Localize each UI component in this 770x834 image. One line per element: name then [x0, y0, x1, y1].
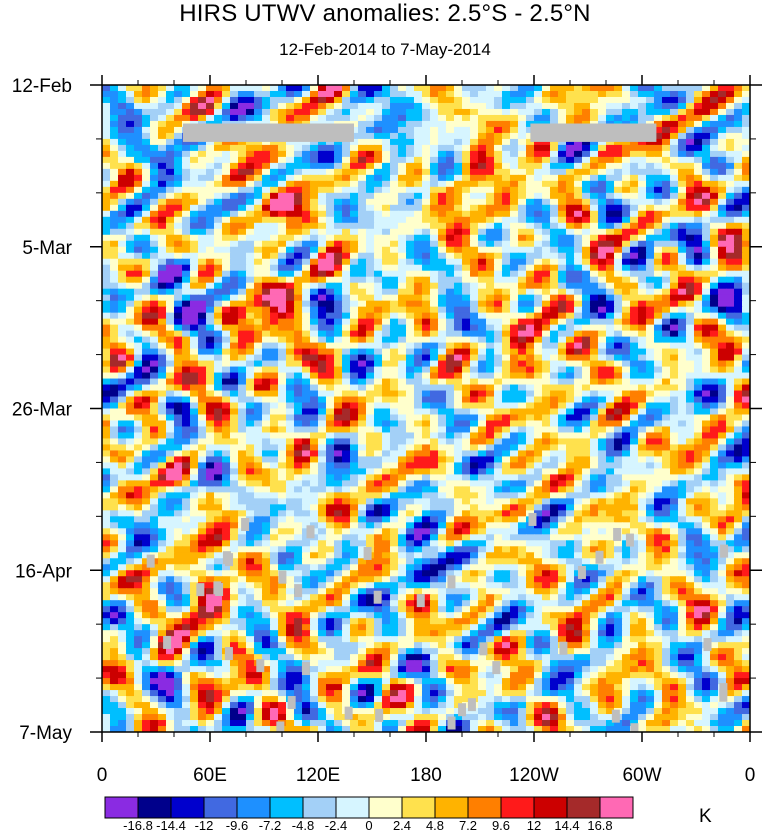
missing-data-cell — [344, 706, 353, 720]
x-tick-label: 0 — [97, 765, 108, 786]
missing-data-cell — [528, 512, 537, 526]
missing-data-cell — [595, 550, 604, 564]
colorbar-level-label: 0 — [365, 818, 372, 833]
missing-data-cell — [241, 518, 250, 532]
missing-data-cell — [559, 641, 568, 655]
chart-subtitle: 12-Feb-2014 to 7-May-2014 — [279, 40, 491, 59]
colorbar-level-label: -14.4 — [156, 818, 186, 833]
missing-data-cell — [613, 527, 622, 541]
colorbar-swatch — [599, 796, 634, 819]
missing-data-cell — [412, 731, 421, 732]
missing-data-cell — [196, 583, 205, 597]
y-tick-label: 16-Apr — [15, 561, 73, 582]
missing-data-bar — [530, 123, 657, 142]
y-tick-label: 26-Mar — [12, 400, 73, 421]
colorbar-swatch — [104, 796, 139, 819]
colorbar-level-label: -9.6 — [226, 818, 248, 833]
colorbar-swatch — [500, 796, 535, 819]
missing-data-cell — [467, 698, 476, 712]
colorbar-level-label: -4.8 — [292, 818, 314, 833]
missing-data-cell — [373, 590, 382, 604]
colorbar-swatch — [170, 796, 205, 819]
colorbar-swatch — [335, 796, 370, 819]
missing-data-cell — [146, 554, 155, 568]
missing-data-cell — [294, 584, 303, 598]
missing-data-cell — [625, 533, 634, 547]
colorbar-swatch — [137, 796, 172, 819]
y-tick-label: 12-Feb — [12, 76, 72, 97]
missing-data-cell — [375, 708, 384, 722]
colorbar-swatch — [533, 796, 568, 819]
colorbar-level-label: 4.8 — [426, 818, 444, 833]
missing-data-cell — [703, 638, 712, 652]
missing-data-cell — [447, 575, 456, 589]
colorbar-swatch — [236, 796, 271, 819]
missing-data-cell — [163, 635, 172, 649]
missing-data-cell — [301, 662, 310, 676]
missing-data-cell — [306, 525, 315, 539]
colorbar-unit-label: K — [699, 806, 712, 827]
chart-title: HIRS UTWV anomalies: 2.5°S - 2.5°N — [179, 0, 591, 27]
colorbar-level-label: 7.2 — [459, 818, 477, 833]
colorbar: -16.8 -14.4 -12 -9.6 -7.2 -4.8 -2.4 0 2.4 4.8 7.2 9… — [104, 796, 634, 833]
missing-data-cell — [447, 716, 456, 730]
colorbar-level-label: -16.8 — [123, 818, 153, 833]
missing-data-cell — [458, 703, 467, 717]
missing-data-cell — [215, 583, 224, 597]
colorbar-swatch — [566, 796, 601, 819]
missing-data-cell — [276, 721, 285, 732]
x-tick-label: 120W — [509, 765, 559, 786]
colorbar-level-label: 9.6 — [492, 818, 510, 833]
missing-data-bar — [183, 123, 354, 142]
missing-data-cell — [224, 647, 233, 661]
colorbar-level-label: -12 — [195, 818, 214, 833]
colorbar-swatch — [368, 796, 403, 819]
colorbar-level-label: 2.4 — [393, 818, 411, 833]
missing-data-cell — [630, 723, 639, 732]
colorbar-swatch — [467, 796, 502, 819]
x-tick-label: 60E — [193, 765, 227, 786]
missing-data-cell — [492, 661, 501, 675]
missing-data-cell — [363, 546, 372, 560]
colorbar-swatch — [401, 796, 436, 819]
colorbar-level-label: -2.4 — [325, 818, 347, 833]
missing-data-cell — [256, 659, 265, 673]
y-axis: 12-Feb 5-Mar 26-Mar 16-Apr 7-May — [12, 76, 762, 744]
missing-data-cell — [222, 551, 231, 565]
missing-data-cell — [720, 544, 729, 558]
y-tick-label: 5-Mar — [22, 238, 72, 259]
x-tick-label: 120E — [296, 765, 340, 786]
missing-data-cell — [577, 565, 586, 579]
x-tick-label: 60W — [622, 765, 661, 786]
missing-data-cell — [416, 594, 425, 608]
colorbar-swatch — [269, 796, 304, 819]
missing-data-cell — [479, 642, 488, 656]
colorbar-level-label: -7.2 — [259, 818, 281, 833]
x-tick-label: 0 — [745, 765, 756, 786]
colorbar-level-label: 12 — [527, 818, 541, 833]
colorbar-swatch — [434, 796, 469, 819]
missing-data-cell — [611, 709, 620, 723]
colorbar-level-label: 16.8 — [587, 818, 612, 833]
colorbar-level-label: 14.4 — [554, 818, 579, 833]
anomaly-field — [102, 85, 750, 732]
colorbar-swatch — [203, 796, 238, 819]
colorbar-swatch — [302, 796, 337, 819]
missing-data-cell — [287, 696, 296, 710]
x-tick-label: 180 — [410, 765, 442, 786]
y-tick-label: 7-May — [19, 723, 72, 744]
x-axis: 0 60E 120E 180 120W 60W 0 — [97, 75, 756, 786]
missing-data-cell — [719, 683, 728, 697]
missing-data-cell — [278, 570, 287, 584]
